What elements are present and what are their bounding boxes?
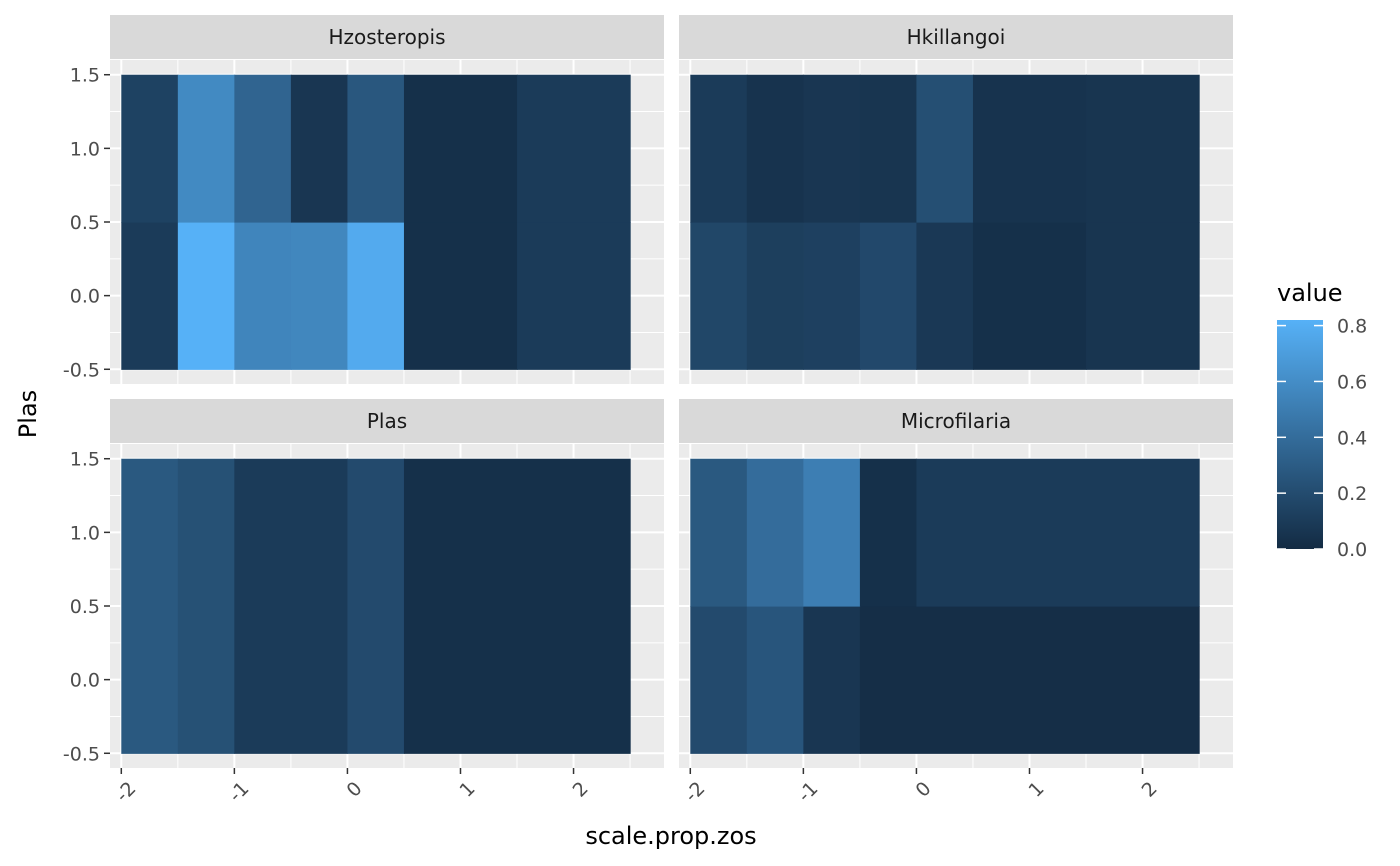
heatmap-tile bbox=[121, 458, 179, 754]
heatmap-tile bbox=[746, 222, 804, 370]
legend-break-label: 0.6 bbox=[1337, 371, 1367, 393]
x-tick-label: 1 bbox=[456, 778, 480, 802]
heatmap-tile bbox=[803, 222, 861, 370]
y-tick-label: 1.0 bbox=[70, 522, 100, 544]
legend-colorbar bbox=[1277, 320, 1323, 549]
heatmap-tile bbox=[859, 222, 918, 370]
heatmap-tile bbox=[234, 458, 349, 754]
heatmap-tile bbox=[234, 222, 292, 370]
heatmap-tile bbox=[859, 74, 918, 223]
y-tick-label: 0.0 bbox=[70, 286, 100, 308]
heatmap-tile bbox=[859, 458, 918, 607]
y-tick-label: 0.0 bbox=[70, 670, 100, 692]
facet-strip-label: Microfilaria bbox=[901, 409, 1011, 433]
facet-panel-2: Plas bbox=[110, 399, 664, 768]
heatmap-tile bbox=[517, 222, 631, 370]
facet-strip bbox=[679, 399, 1233, 443]
facet-strip-label: Hzosteropis bbox=[328, 25, 445, 49]
x-tick-label: -2 bbox=[680, 778, 709, 807]
facet-panels: Hzosteropis Hkillangoi Plas Microfilaria bbox=[110, 15, 1233, 768]
heatmap-tile bbox=[916, 222, 974, 370]
heatmap-tile bbox=[690, 458, 748, 607]
y-tick-label: 1.0 bbox=[70, 138, 100, 160]
heatmap-tile bbox=[972, 222, 1087, 370]
facet-panel-3: Microfilaria bbox=[679, 399, 1233, 768]
heatmap-tile bbox=[290, 222, 349, 370]
heatmap-tile bbox=[517, 74, 631, 223]
y-tick-label: 1.5 bbox=[70, 65, 100, 87]
x-tick-label: 0 bbox=[342, 778, 366, 802]
heatmap-tile bbox=[746, 606, 804, 754]
heatmap-tile bbox=[803, 74, 861, 223]
heatmap-tile bbox=[347, 74, 405, 223]
y-tick-label: 1.5 bbox=[70, 449, 100, 471]
y-tick-label: -0.5 bbox=[63, 743, 100, 765]
legend-break-label: 0.0 bbox=[1337, 539, 1367, 561]
legend-break-label: 0.8 bbox=[1337, 316, 1367, 338]
heatmap-tile bbox=[690, 74, 748, 223]
heatmap-tile bbox=[403, 74, 518, 223]
x-tick-label: 2 bbox=[1138, 778, 1162, 802]
x-tick-label: -2 bbox=[111, 778, 140, 807]
heatmap-tile bbox=[347, 222, 405, 370]
facet-panel-1: Hkillangoi bbox=[679, 15, 1233, 384]
x-tick-label: 0 bbox=[911, 778, 935, 802]
heatmap-tile bbox=[690, 222, 748, 370]
heatmap-tile bbox=[177, 74, 235, 223]
heatmap-tile bbox=[916, 74, 974, 223]
x-tick-label: -1 bbox=[225, 778, 254, 807]
x-tick-label: -1 bbox=[794, 778, 823, 807]
heatmap-tile bbox=[403, 458, 631, 754]
facet-strip-label: Hkillangoi bbox=[907, 25, 1006, 49]
facet-strip bbox=[110, 15, 664, 59]
legend-break-label: 0.2 bbox=[1337, 483, 1367, 505]
facet-panel-0: Hzosteropis bbox=[110, 15, 664, 384]
heatmap-tile bbox=[1086, 74, 1200, 223]
heatmap-tile bbox=[1086, 222, 1200, 370]
facet-strip bbox=[110, 399, 664, 443]
facet-strip bbox=[679, 15, 1233, 59]
heatmap-tile bbox=[177, 222, 235, 370]
x-axis-title: scale.prop.zos bbox=[585, 822, 756, 850]
heatmap-tile bbox=[746, 74, 804, 223]
legend-title: value bbox=[1277, 279, 1343, 307]
heatmap-tile bbox=[403, 222, 518, 370]
heatmap-tile bbox=[177, 458, 235, 754]
y-tick-label: 0.5 bbox=[70, 212, 100, 234]
heatmap-tile bbox=[290, 74, 349, 223]
heatmap-tile bbox=[347, 458, 405, 754]
x-tick-label: 1 bbox=[1025, 778, 1049, 802]
y-tick-label: -0.5 bbox=[63, 359, 100, 381]
heatmap-tile bbox=[859, 606, 1200, 754]
color-legend: value 0.0 0.2 0.4 0.6 0.8 bbox=[1277, 279, 1367, 561]
legend-break-label: 0.4 bbox=[1337, 427, 1367, 449]
heatmap-tile bbox=[690, 606, 748, 754]
heatmap-tile bbox=[916, 458, 1200, 607]
y-axis-title: Plas bbox=[14, 390, 42, 438]
facet-strip-label: Plas bbox=[367, 409, 407, 433]
heatmap-tile bbox=[803, 606, 861, 754]
heatmap-tile bbox=[972, 74, 1087, 223]
heatmap-tile bbox=[803, 458, 861, 607]
heatmap-tile bbox=[121, 222, 179, 370]
heatmap-tile bbox=[234, 74, 292, 223]
heatmap-tile bbox=[121, 74, 179, 223]
y-tick-label: 0.5 bbox=[70, 596, 100, 618]
heatmap-tile bbox=[746, 458, 804, 607]
x-tick-label: 2 bbox=[569, 778, 593, 802]
